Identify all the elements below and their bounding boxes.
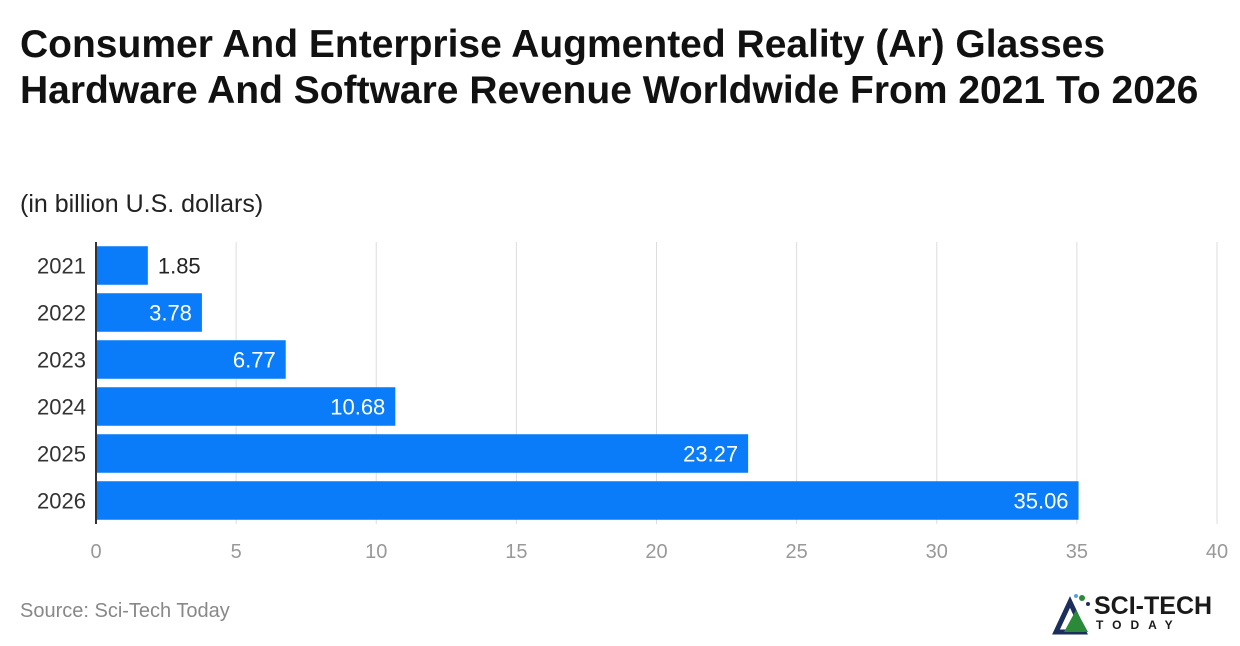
gridlines — [235, 242, 1218, 524]
bar-value-label: 23.27 — [683, 442, 738, 467]
x-tick-label: 5 — [231, 541, 242, 563]
x-axis-ticks: 0 5 10 15 20 25 30 35 40 — [90, 541, 1228, 563]
bar-value-label: 10.68 — [330, 395, 385, 420]
x-tick-label: 15 — [505, 541, 527, 563]
sci-tech-today-logo: SCI-TECH TODAY — [1052, 590, 1232, 636]
category-label: 2022 — [37, 301, 86, 326]
bar — [96, 340, 286, 379]
bar-value-label: 6.77 — [233, 348, 276, 373]
bar-value-label: 35.06 — [1013, 489, 1068, 514]
x-tick-label: 40 — [1206, 541, 1228, 563]
x-tick-label: 20 — [645, 541, 667, 563]
x-tick-label: 30 — [926, 541, 948, 563]
bar — [96, 481, 1079, 520]
logo-mark-icon — [1052, 594, 1090, 635]
x-tick-label: 10 — [365, 541, 387, 563]
category-label: 2021 — [37, 254, 86, 279]
x-tick-label: 25 — [786, 541, 808, 563]
bar — [96, 434, 749, 473]
bar — [96, 293, 202, 332]
bar-value-label: 1.85 — [158, 254, 201, 279]
bar — [96, 246, 148, 285]
logo-text-top: SCI-TECH — [1094, 592, 1213, 620]
category-label: 2023 — [37, 348, 86, 373]
category-label: 2025 — [37, 442, 86, 467]
x-tick-label: 35 — [1066, 541, 1088, 563]
chart-title: Consumer And Enterprise Augmented Realit… — [20, 23, 1199, 112]
category-labels: 2021 2022 2023 2024 2025 2026 — [37, 254, 86, 514]
logo-text-bottom: TODAY — [1096, 618, 1182, 632]
x-tick-label: 0 — [90, 541, 101, 563]
bar-value-label: 3.78 — [149, 301, 192, 326]
chart-subtitle: (in billion U.S. dollars) — [20, 190, 264, 218]
bar — [96, 387, 396, 426]
category-label: 2024 — [37, 395, 86, 420]
source-note: Source: Sci-Tech Today — [20, 600, 230, 622]
category-label: 2026 — [37, 489, 86, 514]
bars: 1.85 3.78 6.77 10.68 23.27 35.06 — [96, 246, 1079, 520]
